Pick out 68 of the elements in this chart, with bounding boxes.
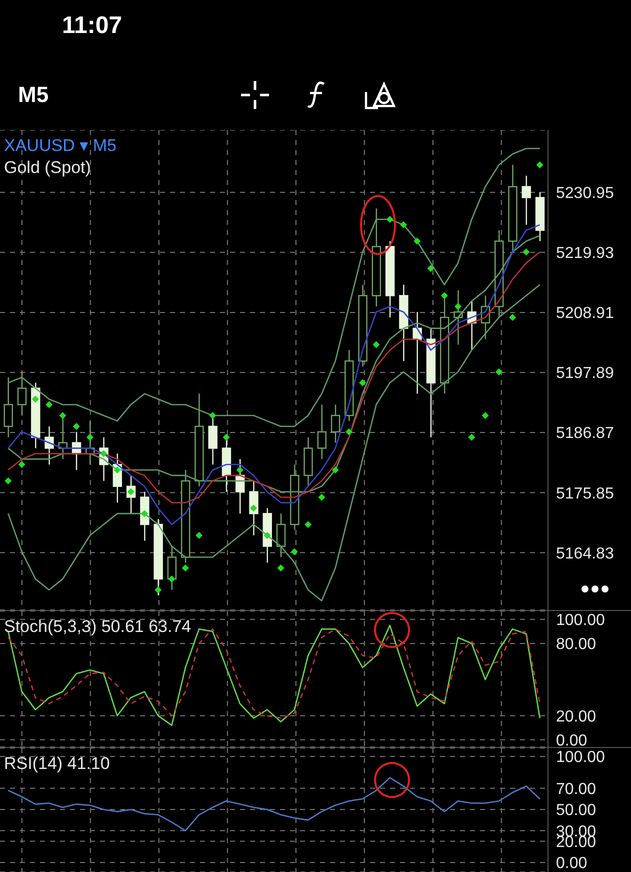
point: [427, 264, 434, 272]
point: [359, 379, 366, 386]
point: [59, 412, 66, 419]
point: [18, 461, 26, 468]
point: [236, 466, 244, 474]
y-tick-label: 100.00: [556, 749, 606, 766]
y-tick-label: 5197.89: [556, 365, 614, 382]
chart-title: RSI(14) 41.10: [4, 754, 110, 774]
point: [440, 292, 448, 300]
point: [72, 422, 80, 430]
point: [468, 434, 476, 441]
point: [86, 434, 94, 441]
y-tick-label: 5208.91: [556, 305, 614, 322]
candlestick: [44, 426, 54, 466]
point: [209, 412, 216, 419]
y-tick-label: 80.00: [556, 636, 596, 654]
candlestick: [4, 376, 13, 438]
y-tick-label: 100.00: [556, 612, 606, 630]
point: [168, 575, 176, 582]
chart-title: XAUUSD ▾ M5: [4, 136, 116, 156]
point: [454, 303, 462, 310]
point: [345, 428, 352, 436]
y-tick-label: 5175.85: [556, 485, 614, 502]
y-tick-label: 5230.95: [556, 185, 614, 202]
candlestick: [317, 404, 326, 460]
y-tick-label: 0.00: [556, 855, 588, 872]
point: [32, 396, 39, 403]
y-tick-label: 5219.93: [556, 245, 614, 262]
point: [46, 401, 53, 408]
y-tick-label: 5186.87: [556, 425, 614, 442]
point: [318, 494, 326, 501]
candlestick: [276, 512, 286, 558]
point: [536, 161, 544, 168]
candlestick: [167, 546, 177, 590]
point: [509, 314, 516, 321]
text: Gold (Spot): [4, 158, 91, 178]
point: [4, 477, 12, 484]
point: [250, 504, 258, 512]
candlestick: [17, 371, 27, 416]
point: [522, 248, 530, 256]
y-tick-label: 70.00: [556, 780, 596, 798]
candlestick: [522, 175, 531, 226]
y-tick-label: 0.00: [556, 732, 588, 750]
point: [482, 412, 489, 419]
point: [372, 341, 380, 348]
chart-title: Stoch(5,3,3) 50.61 63.74: [4, 617, 192, 637]
point: [196, 532, 203, 539]
y-tick-label: 20.00: [556, 708, 596, 726]
text: 11:07: [62, 12, 122, 40]
point: [414, 238, 421, 245]
point: [386, 216, 394, 223]
point: [264, 532, 271, 539]
point: [495, 368, 502, 376]
line-series: [8, 284, 540, 602]
point: [222, 434, 230, 441]
point: [304, 520, 312, 528]
candlestick: [330, 404, 340, 444]
point: [182, 564, 189, 572]
point: [114, 466, 121, 474]
y-tick-label: 5164.83: [556, 545, 614, 562]
text: M5: [18, 82, 49, 108]
line-series: [8, 777, 540, 832]
y-tick-label: 50.00: [556, 802, 596, 820]
point: [154, 586, 162, 594]
point: [400, 221, 407, 228]
point: [290, 548, 298, 556]
point: [277, 564, 284, 572]
point: [332, 466, 339, 474]
